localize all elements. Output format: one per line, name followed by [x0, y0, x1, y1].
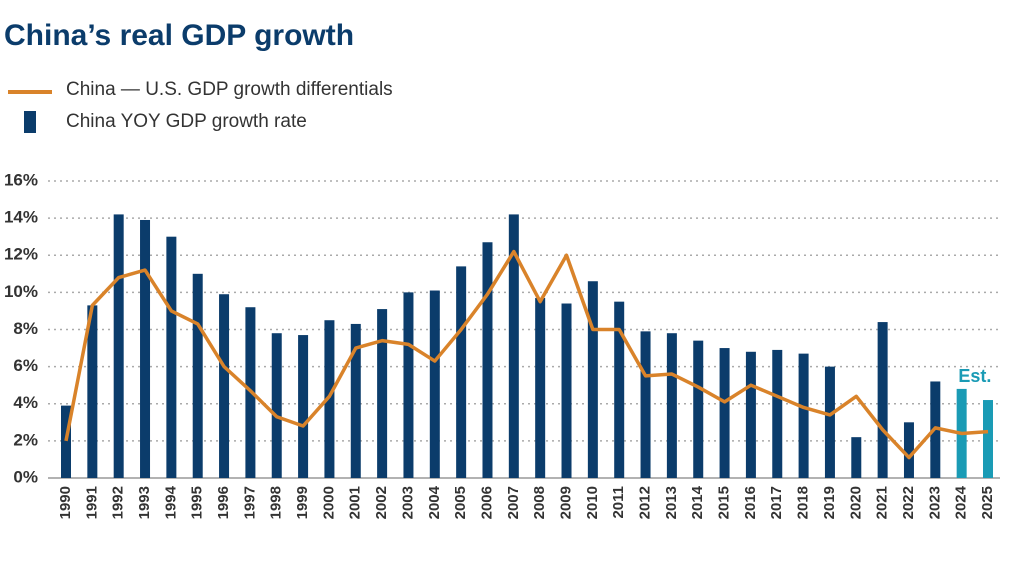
bar	[587, 281, 598, 478]
bar	[298, 335, 309, 478]
y-tick-label: 12%	[4, 245, 38, 264]
y-tick-label: 2%	[13, 430, 38, 449]
bar	[877, 322, 888, 478]
x-tick-label: 1995	[189, 486, 206, 519]
bar	[403, 292, 414, 478]
x-tick-label: 2000	[320, 486, 337, 519]
bar	[113, 214, 124, 478]
y-tick-label: 4%	[13, 393, 38, 412]
x-tick-label: 2009	[557, 486, 574, 519]
x-tick-label: 2015	[716, 486, 733, 519]
x-tick-label: 2020	[847, 486, 864, 519]
bar	[666, 333, 677, 478]
x-tick-label: 2022	[900, 486, 917, 519]
x-tick-label: 2007	[505, 486, 522, 519]
x-tick-label: 1992	[110, 486, 127, 519]
x-tick-label: 2014	[689, 485, 706, 519]
bar	[429, 290, 440, 478]
bar	[824, 366, 835, 478]
bar	[851, 437, 862, 478]
legend-label: China — U.S. GDP growth differentials	[66, 79, 393, 100]
x-tick-label: 1993	[136, 486, 153, 519]
x-tick-label: 2012	[637, 486, 654, 519]
x-tick-label: 2017	[768, 486, 785, 519]
x-tick-label: 2021	[874, 486, 891, 519]
bar	[219, 294, 230, 478]
x-tick-label: 2005	[452, 486, 469, 519]
annotation: Est.	[958, 366, 991, 386]
bar	[535, 297, 546, 478]
x-tick-label: 2019	[821, 486, 838, 519]
legend-swatch	[24, 111, 36, 133]
x-tick-label: 1991	[83, 486, 100, 519]
x-tick-label: 2011	[610, 486, 627, 519]
bar	[350, 323, 361, 478]
bar	[456, 266, 467, 478]
bar	[271, 333, 282, 478]
x-tick-label: 2001	[347, 486, 364, 519]
bar	[324, 320, 335, 478]
bar	[693, 340, 704, 478]
x-tick-label: 1994	[162, 485, 179, 519]
y-tick-label: 14%	[4, 208, 38, 227]
bar	[166, 236, 177, 478]
bar	[192, 273, 203, 478]
bar	[377, 309, 388, 478]
bar	[561, 303, 572, 478]
x-tick-label: 2016	[742, 486, 759, 519]
x-tick-label: 2002	[373, 486, 390, 519]
x-tick-label: 1990	[57, 486, 74, 519]
bar	[745, 351, 756, 478]
x-tick-label: 2024	[953, 485, 970, 519]
x-tick-label: 1998	[268, 486, 285, 519]
line	[64, 249, 989, 460]
y-tick-label: 8%	[13, 319, 38, 338]
bar	[140, 219, 151, 478]
x-tick-label: 2013	[663, 486, 680, 519]
bar	[614, 301, 625, 478]
x-tick-label: 2010	[584, 486, 601, 519]
x-tick-label: 2003	[399, 486, 416, 519]
bar	[983, 400, 993, 478]
x-tick-label: 2018	[795, 486, 812, 519]
bar	[482, 242, 493, 478]
y-tick-label: 0%	[13, 467, 38, 486]
bar	[719, 348, 730, 478]
bar	[87, 305, 98, 478]
x-tick-label: 2025	[979, 486, 996, 519]
bar	[772, 349, 783, 478]
bar	[61, 405, 71, 478]
x-tick-label: 1997	[241, 486, 258, 519]
x-tick-label: 1999	[294, 486, 311, 519]
x-tick-label: 1996	[215, 486, 232, 519]
y-tick-label: 10%	[4, 282, 38, 301]
y-tick-label: 6%	[13, 356, 38, 375]
y-tick-label: 16%	[4, 170, 38, 189]
bar	[640, 331, 651, 478]
legend-label: China YOY GDP growth rate	[66, 111, 307, 132]
x-tick-label: 2023	[926, 486, 943, 519]
bar	[508, 214, 519, 478]
x-tick-label: 2008	[531, 486, 548, 519]
x-tick-label: 2004	[426, 485, 443, 519]
bar	[903, 422, 914, 478]
chart-title: China’s real GDP growth	[4, 19, 354, 52]
bar	[798, 353, 809, 478]
x-tick-label: 2006	[478, 486, 495, 519]
